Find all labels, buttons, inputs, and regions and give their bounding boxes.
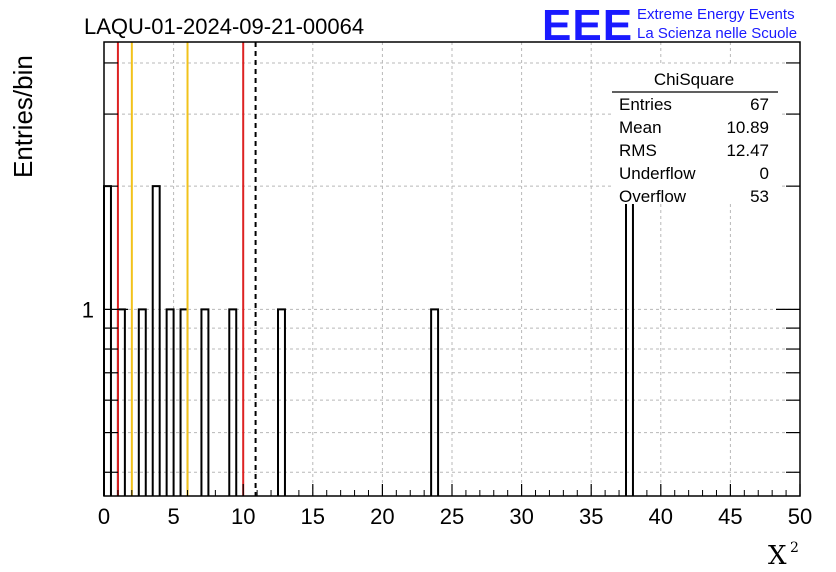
x-axis-label: X 2 <box>768 540 799 571</box>
stats-box-bg <box>614 66 782 204</box>
stats-row-label: RMS <box>619 141 657 160</box>
histogram-bin <box>151 185 161 496</box>
histogram-bin <box>228 308 238 496</box>
stats-row-label: Entries <box>619 95 672 114</box>
eee-logo: EEE Extreme Energy Events La Scienza nel… <box>542 1 797 50</box>
x-tick-label: 10 <box>231 504 255 529</box>
stats-row-label: Underflow <box>619 164 696 183</box>
eee-logo-line1: Extreme Energy Events <box>637 6 795 23</box>
x-tick-label: 30 <box>509 504 533 529</box>
stats-box-rows: Entries 67 Mean 10.89 RMS 12.47 Underflow 0 Over… <box>619 95 769 206</box>
histogram-bin <box>277 308 286 496</box>
x-tick-label: 40 <box>649 504 673 529</box>
eee-logo-line2: La Scienza nelle Scuole <box>637 25 797 42</box>
stats-row-value: 0 <box>760 164 769 183</box>
histogram-bin <box>179 308 189 496</box>
y-axis-label: Entries/bin <box>8 55 38 178</box>
stats-row-value: 53 <box>750 187 769 206</box>
histogram-bin <box>165 308 175 496</box>
x-tick-label: 50 <box>788 504 812 529</box>
histogram-bin <box>137 308 147 496</box>
histogram-bin <box>200 308 210 496</box>
histogram-bin <box>103 185 112 496</box>
histogram-bin <box>625 185 634 496</box>
stats-row-label: Overflow <box>619 187 687 206</box>
x-axis-label-base: X <box>768 541 787 571</box>
histogram-bars <box>103 185 634 496</box>
x-tick-label: 45 <box>718 504 742 529</box>
histogram-bin <box>116 308 126 496</box>
x-axis-ticks: 0 5 10 15 20 25 30 35 40 45 50 <box>98 484 812 529</box>
stats-row-value: 12.47 <box>726 141 769 160</box>
y-axis-ticks: 1 <box>82 62 800 473</box>
x-axis-label-superscript: 2 <box>790 540 799 556</box>
stats-box: ChiSquare Entries 67 Mean 10.89 RMS 12.47 Unde… <box>612 66 782 206</box>
histogram-bin <box>430 308 440 496</box>
stats-row-value: 10.89 <box>726 118 769 137</box>
chart-title: LAQU-01-2024-09-21-00064 <box>84 14 364 39</box>
y-tick-label: 1 <box>82 297 94 322</box>
x-tick-label: 35 <box>579 504 603 529</box>
x-tick-label: 25 <box>440 504 464 529</box>
x-tick-label: 15 <box>301 504 325 529</box>
marker-lines <box>116 42 257 496</box>
x-tick-label: 20 <box>370 504 394 529</box>
stats-box-title: ChiSquare <box>654 70 734 89</box>
x-tick-label: 5 <box>167 504 179 529</box>
x-tick-label: 0 <box>98 504 110 529</box>
grid <box>104 42 800 496</box>
stats-row-value: 67 <box>750 95 769 114</box>
stats-row-label: Mean <box>619 118 662 137</box>
